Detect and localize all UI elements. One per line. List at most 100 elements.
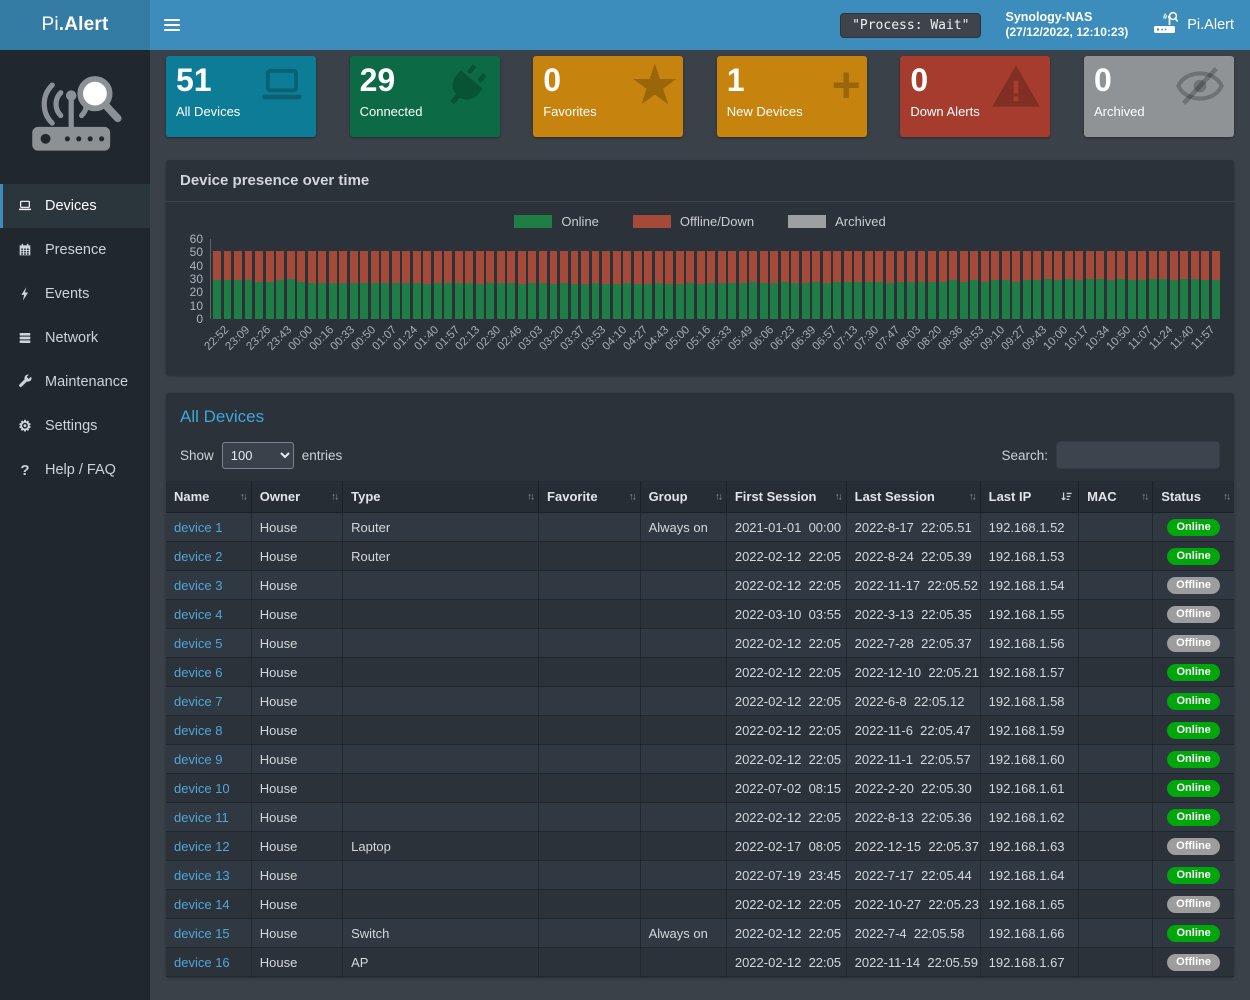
chart-bar bbox=[1138, 251, 1147, 319]
cell-last-ip: 192.168.1.66 bbox=[980, 918, 1080, 948]
device-link[interactable]: device 16 bbox=[174, 954, 230, 970]
chart-bar bbox=[1096, 251, 1105, 319]
cell-last-session: 2022-7-4 22:05.58 bbox=[846, 918, 981, 948]
card-label: Down Alerts bbox=[910, 103, 980, 119]
summary-card-down-alerts[interactable]: 0 Down Alerts bbox=[900, 56, 1051, 137]
cell-status: Online bbox=[1152, 744, 1234, 774]
column-header-last-session[interactable]: Last Session ↑↓ bbox=[846, 481, 981, 513]
chart-bar bbox=[454, 251, 463, 319]
device-link[interactable]: device 8 bbox=[174, 722, 223, 738]
sidebar-toggle-button[interactable] bbox=[150, 0, 194, 50]
column-header-favorite[interactable]: Favorite ↑↓ bbox=[538, 481, 641, 513]
device-link[interactable]: device 14 bbox=[174, 896, 230, 912]
column-header-mac[interactable]: MAC ↑↓ bbox=[1078, 481, 1154, 513]
host-datetime: (27/12/2022, 12:10:23) bbox=[1005, 25, 1129, 40]
sidebar-item-label: Events bbox=[45, 286, 90, 302]
device-link[interactable]: device 7 bbox=[174, 693, 223, 709]
star-icon: ★ bbox=[632, 57, 678, 113]
chart-bar bbox=[349, 251, 358, 319]
cell-status: Online bbox=[1152, 773, 1234, 803]
status-badge: Offline bbox=[1167, 895, 1221, 913]
summary-card-all-devices[interactable]: 51 All Devices bbox=[166, 56, 316, 137]
device-row-device-11: device 11 House 2022-02-12 22:05 2022-8-13 … bbox=[166, 802, 1234, 832]
cell-owner: House bbox=[251, 512, 344, 542]
device-link[interactable]: device 11 bbox=[174, 809, 229, 825]
summary-card-favorites[interactable]: 0 Favorites ★ bbox=[533, 56, 684, 137]
cell-first-session: 2022-02-12 22:05 bbox=[726, 657, 847, 687]
cell-group bbox=[640, 889, 727, 919]
sidebar-item-settings[interactable]: ⚙ Settings bbox=[0, 404, 150, 448]
search-input[interactable] bbox=[1056, 441, 1220, 469]
summary-card-archived[interactable]: 0 Archived bbox=[1083, 56, 1234, 137]
chart-bar bbox=[854, 251, 863, 319]
chart-bar bbox=[928, 251, 936, 319]
cell-group bbox=[640, 657, 727, 687]
summary-card-new-devices[interactable]: 1 New Devices + bbox=[716, 56, 867, 137]
column-label: Group bbox=[648, 489, 688, 504]
device-link[interactable]: device 5 bbox=[174, 635, 223, 651]
device-link[interactable]: device 13 bbox=[174, 867, 230, 883]
sidebar-item-events[interactable]: Events bbox=[0, 272, 150, 316]
chart-bar bbox=[538, 251, 547, 319]
device-link[interactable]: device 3 bbox=[174, 577, 223, 593]
chart-bar bbox=[255, 251, 263, 319]
user-menu[interactable]: Pi.Alert bbox=[1152, 10, 1234, 40]
column-header-last-ip[interactable]: Last IP bbox=[980, 481, 1080, 513]
device-link[interactable]: device 10 bbox=[174, 780, 230, 796]
sidebar-item-label: Help / FAQ bbox=[45, 462, 116, 478]
page-length-select[interactable]: 100 bbox=[221, 441, 294, 469]
chart-bar bbox=[644, 251, 653, 319]
column-header-name[interactable]: Name ↑↓ bbox=[166, 481, 252, 513]
chart-bar bbox=[402, 251, 411, 319]
devices-table-panel: All Devices Show 100 entries Search: Nam… bbox=[166, 393, 1234, 977]
chart-bar bbox=[1064, 251, 1073, 319]
cell-status: Online bbox=[1152, 802, 1234, 832]
column-label: First Session bbox=[734, 489, 817, 504]
status-badge: Online bbox=[1167, 692, 1220, 710]
cell-favorite bbox=[538, 686, 641, 716]
cell-last-session: 2022-11-1 22:05.57 bbox=[846, 744, 981, 774]
sidebar-item-devices[interactable]: Devices bbox=[0, 184, 150, 228]
column-header-first-session[interactable]: First Session ↑↓ bbox=[726, 481, 847, 513]
network-icon bbox=[16, 329, 34, 347]
device-link[interactable]: device 4 bbox=[174, 606, 223, 622]
brand-logo[interactable]: Pi.Alert bbox=[0, 0, 150, 50]
bolt-icon bbox=[16, 285, 34, 303]
cell-status: Offline bbox=[1152, 599, 1234, 629]
chart-legend: Online Offline/Down Archived bbox=[180, 214, 1220, 229]
column-header-type[interactable]: Type ↑↓ bbox=[342, 481, 540, 513]
cell-status: Online bbox=[1152, 715, 1234, 745]
sidebar-item-presence[interactable]: Presence bbox=[0, 228, 150, 272]
summary-card-connected[interactable]: 29 Connected bbox=[349, 56, 500, 137]
chart-bar bbox=[1169, 251, 1178, 319]
chart-bar bbox=[276, 251, 285, 319]
chart-bar bbox=[486, 251, 495, 319]
legend-item-offline-down: Offline/Down bbox=[632, 214, 754, 229]
cell-mac bbox=[1078, 541, 1154, 571]
device-link[interactable]: device 1 bbox=[174, 519, 223, 535]
cell-type bbox=[342, 628, 540, 658]
sidebar-item-help-faq[interactable]: ? Help / FAQ bbox=[0, 448, 150, 492]
cell-owner: House bbox=[251, 599, 344, 629]
sidebar-item-maintenance[interactable]: Maintenance bbox=[0, 360, 150, 404]
cell-first-session: 2022-02-12 22:05 bbox=[726, 802, 847, 832]
cell-group bbox=[640, 947, 727, 977]
device-link[interactable]: device 15 bbox=[174, 925, 230, 941]
cell-type: Laptop bbox=[342, 831, 540, 861]
device-link[interactable]: device 12 bbox=[174, 838, 230, 854]
column-header-owner[interactable]: Owner ↑↓ bbox=[251, 481, 344, 513]
device-row-device-7: device 7 House 2022-02-12 22:05 2022-6-8 22… bbox=[166, 686, 1234, 716]
sidebar-item-network[interactable]: Network bbox=[0, 316, 150, 360]
status-badge: Online bbox=[1167, 808, 1220, 826]
device-link[interactable]: device 2 bbox=[174, 548, 223, 564]
device-link[interactable]: device 6 bbox=[174, 664, 223, 680]
chart-bar bbox=[623, 251, 632, 319]
device-link[interactable]: device 9 bbox=[174, 751, 223, 767]
chart-bar bbox=[707, 251, 716, 319]
column-header-status[interactable]: Status ↑↓ bbox=[1152, 481, 1234, 513]
chart-bar bbox=[297, 251, 306, 319]
cell-last-session: 2022-12-15 22:05.37 bbox=[846, 831, 981, 861]
chart-bar bbox=[791, 251, 800, 319]
cell-first-session: 2022-02-12 22:05 bbox=[726, 947, 847, 977]
column-header-group[interactable]: Group ↑↓ bbox=[640, 481, 727, 513]
